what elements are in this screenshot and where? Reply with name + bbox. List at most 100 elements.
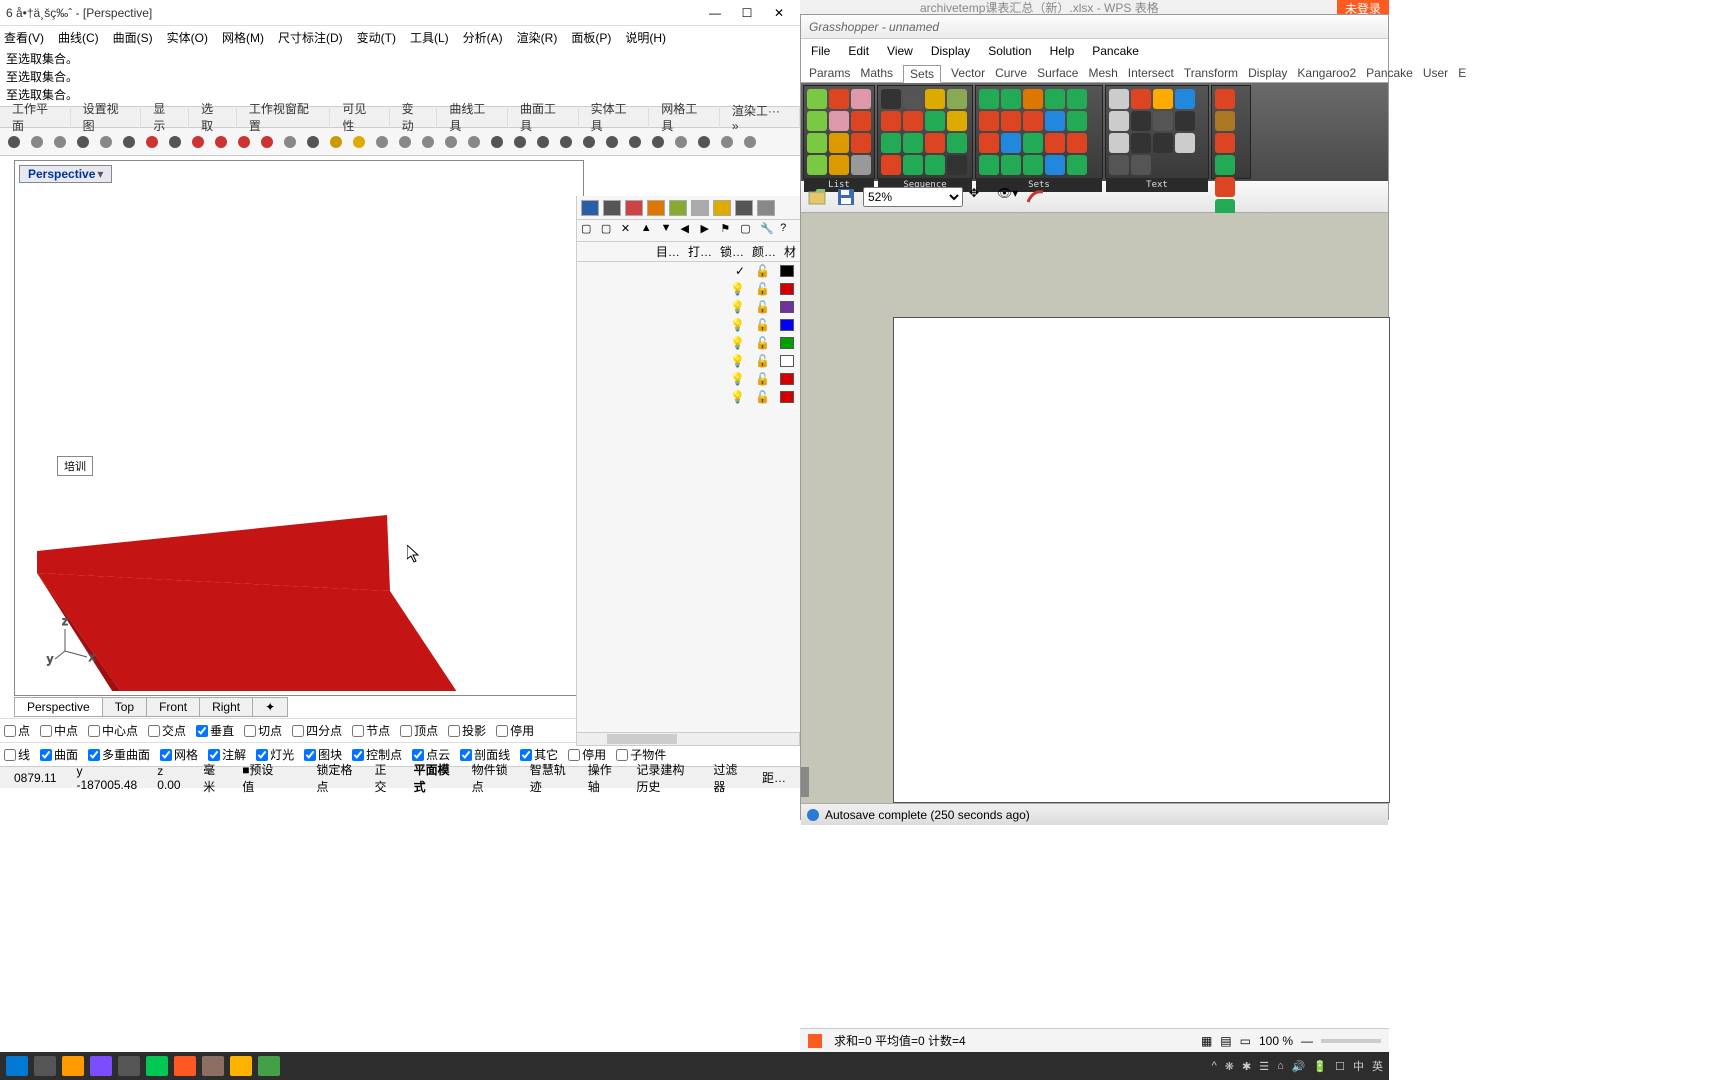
- lock-icon[interactable]: 🔓: [755, 354, 770, 368]
- gh-component-icon[interactable]: [947, 111, 967, 131]
- gh-component-icon[interactable]: [1067, 111, 1087, 131]
- layer-row[interactable]: 💡🔓: [577, 280, 800, 298]
- osnap-option[interactable]: 网格: [160, 746, 198, 763]
- zoom-select[interactable]: 52%: [863, 187, 963, 207]
- gh-component-icon[interactable]: [925, 89, 945, 109]
- menu-item[interactable]: 说明(H): [625, 29, 666, 46]
- tooltab[interactable]: 曲面工具: [508, 106, 579, 128]
- gh-component-icon[interactable]: [851, 89, 871, 109]
- gh-menu-item[interactable]: View: [887, 44, 913, 58]
- tooltab[interactable]: 选取: [189, 106, 237, 128]
- view-icon[interactable]: ▦: [1201, 1034, 1212, 1048]
- gh-component-icon[interactable]: [1067, 89, 1087, 109]
- gh-menu-item[interactable]: Pancake: [1092, 44, 1139, 58]
- open-icon[interactable]: [807, 186, 829, 208]
- gh-component-icon[interactable]: [1175, 111, 1195, 131]
- gh-component-icon[interactable]: [1131, 111, 1151, 131]
- toolbar-icon[interactable]: [50, 132, 70, 152]
- gh-component-icon[interactable]: [1045, 111, 1065, 131]
- gh-component-icon[interactable]: [925, 111, 945, 131]
- color-swatch[interactable]: [780, 355, 794, 367]
- gh-component-icon[interactable]: [807, 155, 827, 175]
- osnap-option[interactable]: 点: [4, 722, 30, 739]
- gh-component-icon[interactable]: [1001, 111, 1021, 131]
- osnap-checkbox[interactable]: [4, 749, 16, 761]
- gh-tab[interactable]: Mesh: [1088, 66, 1117, 80]
- gh-tab[interactable]: Curve: [995, 66, 1027, 80]
- taskbar-app-icon[interactable]: [258, 1056, 280, 1076]
- layer-row[interactable]: 💡🔓: [577, 316, 800, 334]
- osnap-checkbox[interactable]: [148, 725, 160, 737]
- gh-component-icon[interactable]: [1175, 133, 1195, 153]
- toolbar-icon[interactable]: [280, 132, 300, 152]
- osnap-checkbox[interactable]: [88, 725, 100, 737]
- layer-row[interactable]: 💡🔓: [577, 388, 800, 406]
- panel-tab-icon[interactable]: [669, 200, 687, 216]
- viewport-tab[interactable]: Front: [146, 697, 200, 717]
- tray-icon[interactable]: 中: [1353, 1058, 1364, 1074]
- gh-component-icon[interactable]: [1153, 89, 1173, 109]
- gh-component-icon[interactable]: [1131, 89, 1151, 109]
- menu-item[interactable]: 变动(T): [357, 29, 396, 46]
- panel-tab-icon[interactable]: [625, 200, 643, 216]
- gh-component-icon[interactable]: [947, 155, 967, 175]
- scrollbar-thumb[interactable]: [607, 734, 677, 744]
- bulb-icon[interactable]: 💡: [730, 354, 745, 368]
- osnap-option[interactable]: 切点: [244, 722, 282, 739]
- gh-component-icon[interactable]: [881, 155, 901, 175]
- tray-icon[interactable]: 英: [1372, 1058, 1383, 1074]
- layer-tool-icon[interactable]: ▢: [601, 222, 617, 238]
- toolbar-icon[interactable]: [4, 132, 24, 152]
- color-swatch[interactable]: [780, 373, 794, 385]
- gh-component-icon[interactable]: [903, 89, 923, 109]
- gh-component-icon[interactable]: [829, 111, 849, 131]
- sketch-icon[interactable]: [1025, 186, 1047, 208]
- gh-component-icon[interactable]: [807, 89, 827, 109]
- gh-menu-item[interactable]: Help: [1050, 44, 1075, 58]
- gh-canvas-handle[interactable]: [801, 767, 809, 797]
- osnap-option[interactable]: 线: [4, 746, 30, 763]
- toolbar-icon[interactable]: [234, 132, 254, 152]
- color-swatch[interactable]: [780, 391, 794, 403]
- layer-row[interactable]: 💡🔓: [577, 298, 800, 316]
- gh-menu-item[interactable]: Edit: [848, 44, 869, 58]
- gh-component-icon[interactable]: [1023, 89, 1043, 109]
- gh-component-icon[interactable]: [979, 111, 999, 131]
- rhino-viewport[interactable]: Perspective▾ 培训 z x y: [14, 160, 584, 696]
- tooltab[interactable]: 实体工具: [579, 106, 650, 128]
- osnap-option[interactable]: 投影: [448, 722, 486, 739]
- color-swatch[interactable]: [780, 265, 794, 277]
- gh-component-icon[interactable]: [1175, 89, 1195, 109]
- gh-component-icon[interactable]: [807, 111, 827, 131]
- tooltab[interactable]: 设置视图: [71, 106, 142, 128]
- gh-component-icon[interactable]: [851, 133, 871, 153]
- gh-tab[interactable]: Kangaroo2: [1297, 66, 1356, 80]
- toolbar-icon[interactable]: [625, 132, 645, 152]
- osnap-checkbox[interactable]: [40, 725, 52, 737]
- layer-row[interactable]: 💡🔓: [577, 370, 800, 388]
- toolbar-icon[interactable]: [27, 132, 47, 152]
- toolbar-icon[interactable]: [372, 132, 392, 152]
- toolbar-icon[interactable]: [303, 132, 323, 152]
- status-cell[interactable]: 物件锁点: [466, 761, 516, 795]
- gh-component-icon[interactable]: [1067, 133, 1087, 153]
- layer-row[interactable]: 💡🔓: [577, 352, 800, 370]
- toolbar-icon[interactable]: [142, 132, 162, 152]
- osnap-option[interactable]: 多重曲面: [88, 746, 150, 763]
- gh-component-icon[interactable]: [947, 133, 967, 153]
- tooltab[interactable]: 网格工具: [649, 106, 720, 128]
- osnap-checkbox[interactable]: [352, 725, 364, 737]
- gh-component-icon[interactable]: [1153, 111, 1173, 131]
- status-cell[interactable]: 锁定格点: [310, 761, 360, 795]
- tray-icon[interactable]: ⌂: [1277, 1060, 1284, 1072]
- gh-component-icon[interactable]: [829, 89, 849, 109]
- toolbar-icon[interactable]: [165, 132, 185, 152]
- maximize-button[interactable]: ☐: [732, 2, 762, 24]
- panel-tab-icon[interactable]: [691, 200, 709, 216]
- toolbar-icon[interactable]: [464, 132, 484, 152]
- gh-component-icon[interactable]: [1215, 111, 1235, 131]
- lock-icon[interactable]: 🔓: [755, 372, 770, 386]
- gh-component-icon[interactable]: [1023, 133, 1043, 153]
- viewport-tab[interactable]: Perspective: [14, 697, 103, 717]
- gh-component-icon[interactable]: [881, 133, 901, 153]
